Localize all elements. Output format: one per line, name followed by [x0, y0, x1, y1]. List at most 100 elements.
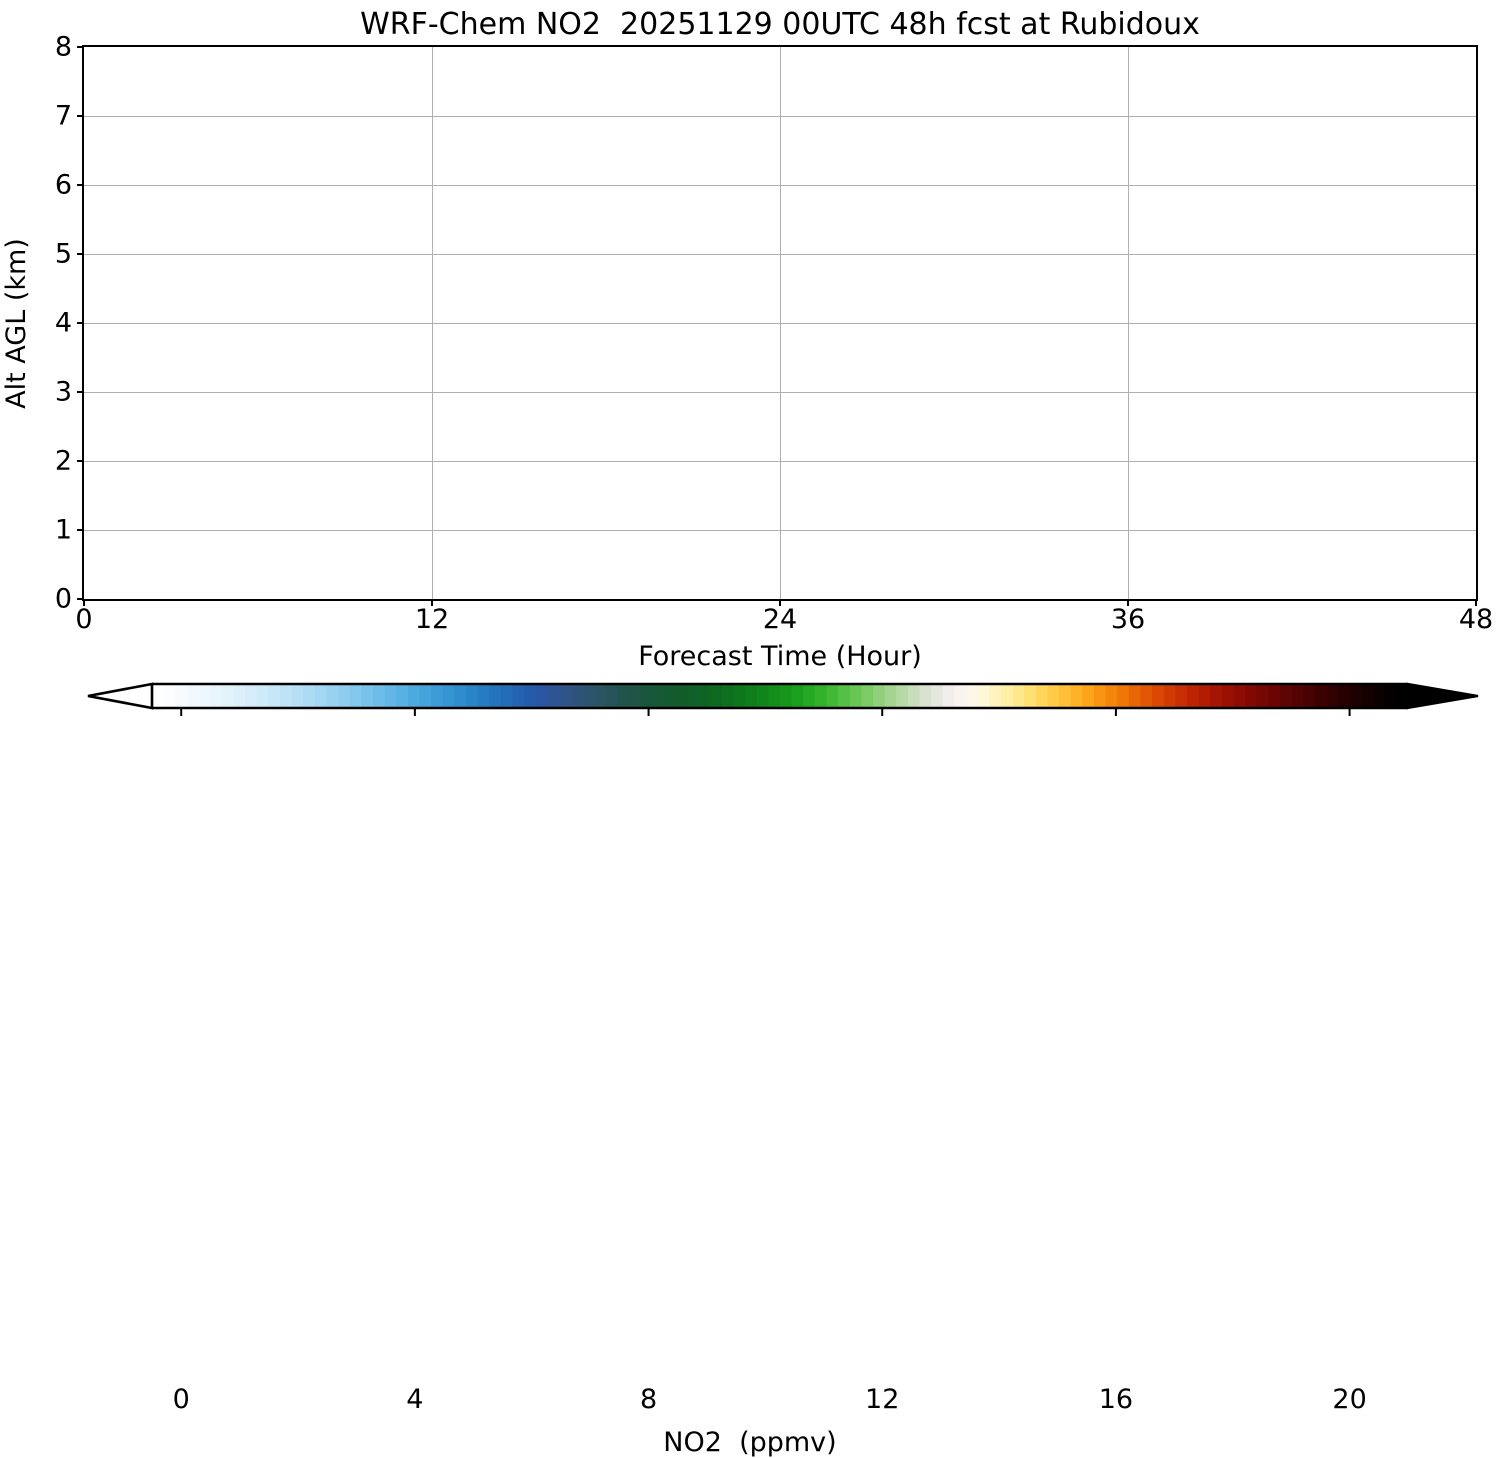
y-axis-label: Alt AGL (km): [0, 45, 34, 601]
colorbar-segment: [907, 684, 921, 708]
y-axis-tick: [77, 598, 84, 600]
colorbar-segment: [989, 684, 1002, 708]
colorbar-segment: [175, 684, 188, 708]
y-axis-tick-label: 2: [54, 445, 72, 477]
y-axis-tick-label: 7: [54, 100, 72, 132]
y-axis-tick-label: 5: [54, 238, 72, 270]
colorbar-segment: [1256, 684, 1269, 708]
x-axis-tick-label: 36: [1110, 604, 1146, 635]
colorbar-segment: [1000, 684, 1014, 708]
colorbar-segment: [698, 684, 711, 708]
colorbar-segment: [1396, 684, 1409, 708]
x-axis-tick: [1475, 599, 1477, 606]
colorbar-segment: [593, 684, 607, 708]
colorbar-segment: [1163, 684, 1176, 708]
colorbar-segment: [303, 684, 316, 708]
colorbar-segment: [640, 684, 653, 708]
colorbar-segment: [384, 684, 397, 708]
y-axis-tick-label: 4: [54, 307, 72, 339]
colorbar-segment: [1326, 684, 1339, 708]
colorbar-segment: [1303, 684, 1316, 708]
page-title: WRF-Chem NO2 20251129 00UTC 48h fcst at …: [360, 7, 1200, 42]
colorbar-segment: [1349, 684, 1362, 708]
colorbar-segment: [279, 684, 293, 708]
colorbar-tick-label: 0: [172, 1384, 190, 1415]
colorbar-segment: [861, 684, 874, 708]
colorbar-extend-min-arrow: [87, 682, 154, 710]
colorbar-segment: [198, 684, 211, 708]
colorbar-segment: [780, 684, 793, 708]
colorbar-segment: [256, 684, 269, 708]
colorbar-segment: [966, 684, 979, 708]
colorbar-segment: [582, 684, 595, 708]
y-axis-tick: [77, 322, 84, 324]
colorbar-segment: [233, 684, 246, 708]
colorbar-segment: [535, 684, 548, 708]
colorbar-tick-label: 16: [1098, 1384, 1134, 1415]
colorbar-segment: [559, 684, 572, 708]
x-axis-tick: [83, 599, 85, 606]
colorbar-segment: [803, 684, 816, 708]
colorbar-segment: [1338, 684, 1351, 708]
colorbar-segment: [977, 684, 990, 708]
colorbar-segment: [1221, 684, 1235, 708]
y-axis-tick: [77, 460, 84, 462]
colorbar-segment: [1117, 684, 1130, 708]
colorbar-tick-label: 4: [406, 1384, 424, 1415]
colorbar-segment: [686, 684, 700, 708]
colorbar-segment: [628, 684, 641, 708]
colorbar-segment: [1291, 684, 1304, 708]
colorbar-segment: [419, 684, 432, 708]
gridline-vertical: [1128, 47, 1129, 599]
colorbar-segment: [1361, 684, 1374, 708]
colorbar-tick-label: 20: [1332, 1384, 1367, 1415]
y-axis-tick: [77, 46, 84, 48]
y-axis-label-text: Alt AGL (km): [0, 237, 32, 409]
gridline-vertical: [780, 47, 781, 599]
x-axis-tick-label: 48: [1458, 604, 1494, 635]
colorbar-segment: [1175, 684, 1188, 708]
x-axis-tick-label: 24: [762, 604, 798, 635]
colorbar-segment: [152, 684, 165, 708]
colorbar-segment: [524, 684, 537, 708]
colorbar-segment: [396, 684, 409, 708]
colorbar-segment: [1152, 684, 1165, 708]
colorbar-segment: [1373, 684, 1386, 708]
colorbar-segment: [407, 684, 420, 708]
colorbar-segment: [372, 684, 386, 708]
colorbar-segment: [338, 684, 351, 708]
colorbar-segment: [1128, 684, 1141, 708]
colorbar-segment: [954, 684, 967, 708]
colorbar-extend-max-arrow: [1406, 682, 1479, 710]
colorbar-segment: [245, 684, 258, 708]
colorbar-segment: [500, 684, 513, 708]
colorbar-segment: [466, 684, 479, 708]
colorbar-segment: [186, 684, 199, 708]
colorbar-segment: [1047, 684, 1060, 708]
colorbar-label: NO2 (ppmv): [663, 1427, 837, 1458]
colorbar-tick-label: 12: [865, 1384, 900, 1415]
colorbar-segment: [512, 684, 525, 708]
y-axis-tick-label: 6: [54, 169, 72, 201]
y-axis-tick-label: 0: [54, 583, 72, 615]
colorbar-segment: [326, 684, 339, 708]
colorbar-segment: [931, 684, 944, 708]
colorbar-segment: [349, 684, 362, 708]
y-axis-tick: [77, 253, 84, 255]
colorbar-gradient: [87, 682, 1479, 716]
colorbar-segment: [1187, 684, 1200, 708]
colorbar-segment: [268, 684, 281, 708]
colorbar-segment: [617, 684, 630, 708]
colorbar-segment: [570, 684, 583, 708]
colorbar-segment: [431, 684, 444, 708]
colorbar-segment: [1384, 684, 1397, 708]
colorbar-segment: [1280, 684, 1293, 708]
colorbar-segment: [1268, 684, 1281, 708]
plot-area: 0 1 2 3 4 5 6 7 8 0 12 24 36 48: [55, 34, 1493, 634]
x-axis-tick: [431, 599, 433, 606]
colorbar-segment: [756, 684, 769, 708]
colorbar-segment: [873, 684, 886, 708]
figure-canvas: WRF-Chem NO2 20251129 00UTC 48h fcst at …: [0, 7, 1494, 1458]
colorbar-segment: [896, 684, 909, 708]
colorbar-tick-label: 8: [639, 1384, 658, 1415]
